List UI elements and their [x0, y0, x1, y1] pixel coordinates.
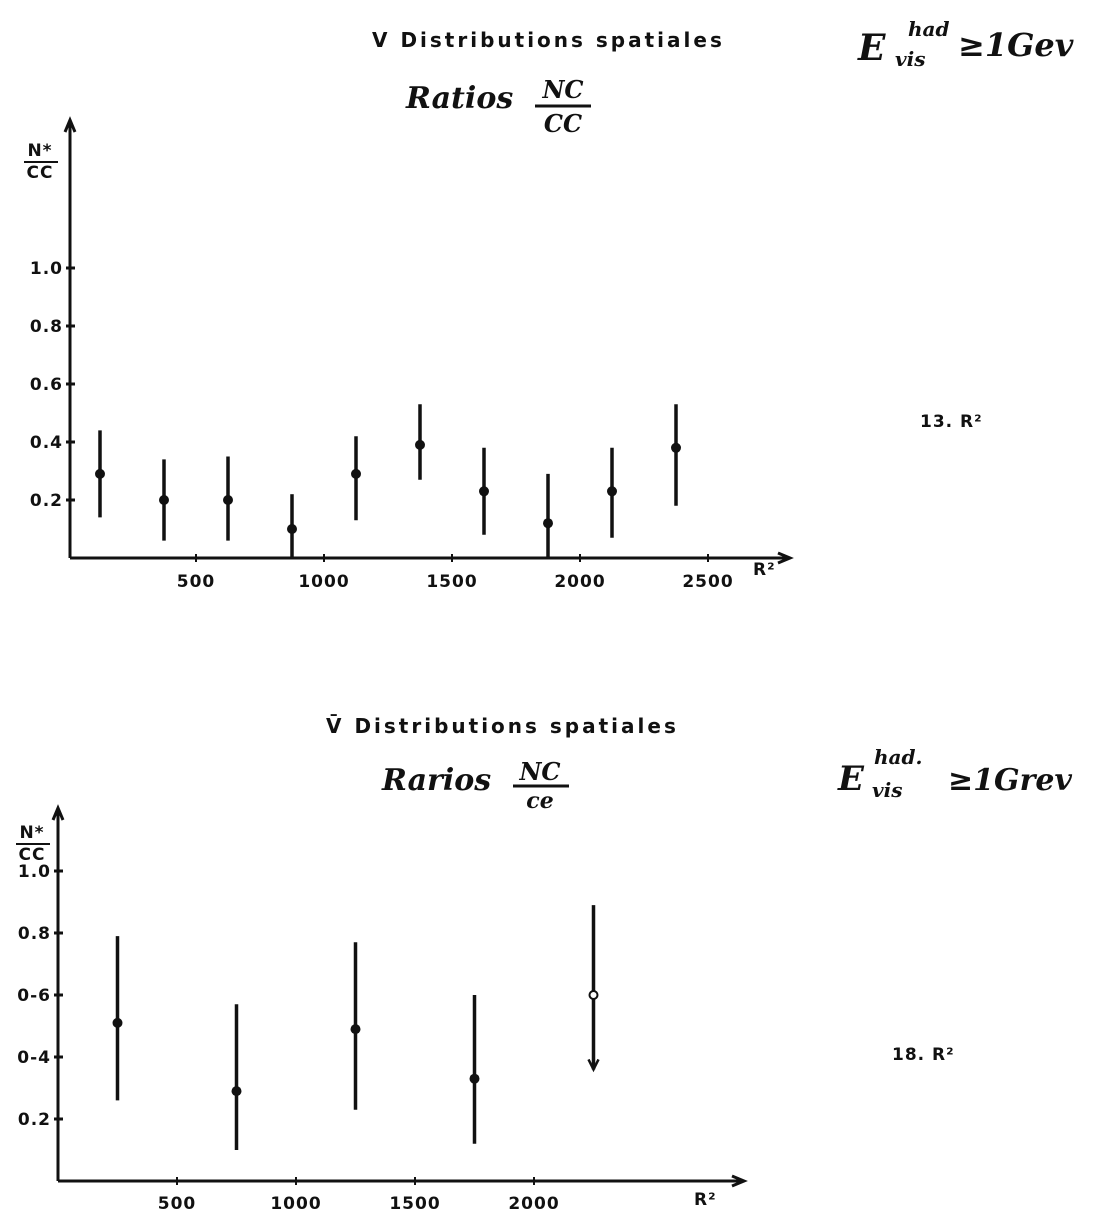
c1-point [671, 404, 681, 506]
c1-marker [287, 524, 297, 534]
c2-point [112, 936, 123, 1101]
chart-2-x-ticks: 500 1000 1500 2000 [158, 1177, 559, 1214]
c2-y-tick-label: 1.0 [18, 862, 51, 882]
c1-point [223, 456, 233, 541]
c1-x-tick-label: 2000 [554, 572, 605, 592]
chart-2-ratio-numerator: NC [518, 757, 560, 786]
chart-1-title: V Distributions spatiales [372, 28, 725, 52]
c2-point [469, 995, 480, 1144]
c1-x-tick-label: 2500 [682, 572, 733, 592]
chart-2-cut-value: ≥1Grev [948, 763, 1073, 798]
c1-point [543, 473, 553, 558]
c1-point [351, 436, 361, 521]
chart-1-x-ticks: 500 1000 1500 2000 2500 [177, 554, 733, 592]
chart-1-ratio-numerator: NC [541, 75, 583, 104]
chart-2-ratio-label: Rarios [381, 763, 491, 798]
c1-x-arrow [777, 551, 794, 565]
chart-2-cut-superscript: had. [874, 745, 922, 769]
chart-1-ylabel-numerator: N* [27, 141, 52, 161]
chart-2-title: V̄ Distributions spatiales [326, 714, 679, 738]
c2-point [350, 942, 361, 1110]
c1-marker [223, 495, 233, 505]
c2-marker [350, 1024, 361, 1035]
chart-2-ylabel-denominator: CC [19, 845, 46, 865]
chart-2-ylabel-numerator: N* [19, 823, 44, 843]
chart-1-xlabel: R² [753, 560, 776, 580]
c2-marker [469, 1073, 480, 1084]
c1-y-tick-label: 1.0 [30, 259, 63, 279]
c1-point [607, 447, 617, 538]
c1-marker [95, 468, 105, 479]
c2-point [587, 905, 600, 1073]
c1-marker [415, 439, 425, 450]
chart-2-xlabel: R² [694, 1190, 717, 1210]
c2-limit-arrow [587, 1058, 600, 1073]
chart-2-axes [51, 804, 748, 1188]
c1-marker [607, 486, 617, 497]
c1-y-arrow [63, 116, 77, 133]
c1-y-tick-label: 0.6 [30, 375, 63, 395]
chart-2-energy-cut: E had. vis ≥1Grev [837, 745, 1073, 802]
c1-point [159, 459, 169, 541]
chart-1-axes [63, 116, 794, 565]
chart-1-y-ticks: 0.2 0.4 0.6 0.8 1.0 [30, 259, 75, 511]
c1-y-tick-label: 0.2 [30, 491, 63, 511]
c1-point [479, 447, 489, 535]
chart-2-cut-subscript: vis [872, 778, 902, 802]
c1-x-tick-label: 1500 [426, 572, 477, 592]
chart-2-points [112, 905, 600, 1150]
c1-y-tick-label: 0.8 [30, 317, 63, 337]
c2-y-tick-label: 0-4 [17, 1048, 51, 1068]
chart-1-energy-cut: E had vis ≥1Gev [857, 17, 1074, 71]
chart-1-side-label: 13. R² [920, 412, 983, 432]
chart-2: V̄ Distributions spatiales Rarios NC ce … [16, 714, 1073, 1214]
c1-point [95, 430, 105, 518]
chart-1-ratio-label: Ratios [405, 81, 513, 116]
chart-1-ylabel-denominator: CC [27, 163, 54, 183]
c1-marker [159, 495, 169, 505]
c2-x-tick-label: 500 [158, 1194, 197, 1214]
c2-point [231, 1004, 242, 1150]
c2-marker [112, 1017, 123, 1028]
c1-point [287, 494, 297, 558]
chart-2-side-label: 18. R² [892, 1045, 955, 1065]
chart-1: V Distributions spatiales Ratios NC CC E… [24, 17, 1074, 592]
c2-y-tick-label: 0-6 [17, 986, 51, 1006]
c1-marker [671, 442, 681, 453]
c2-y-tick-label: 0.8 [18, 924, 51, 944]
chart-1-cut-value: ≥1Gev [958, 26, 1074, 64]
c2-y-arrow [51, 804, 65, 821]
c1-marker [351, 468, 361, 479]
chart-2-y-ticks: 0.2 0-4 0-6 0.8 1.0 [17, 862, 63, 1130]
c2-marker [231, 1086, 242, 1097]
c1-marker [479, 486, 489, 497]
c1-point [415, 404, 425, 480]
c1-x-tick-label: 500 [177, 572, 216, 592]
c1-y-tick-label: 0.4 [30, 433, 63, 453]
chart-2-ratio-denominator: ce [526, 788, 553, 814]
chart-1-ratio-denominator: CC [544, 109, 582, 138]
c2-marker [588, 990, 599, 1000]
chart-1-cut-subscript: vis [895, 47, 925, 71]
c1-x-tick-label: 1000 [298, 572, 349, 592]
c2-x-tick-label: 1000 [270, 1194, 321, 1214]
c2-y-tick-label: 0.2 [18, 1110, 51, 1130]
c1-marker [543, 518, 553, 529]
chart-1-cut-symbol: E [857, 27, 886, 69]
chart-1-cut-superscript: had [908, 17, 950, 41]
chart-2-cut-symbol: E [837, 759, 865, 799]
c2-x-tick-label: 2000 [508, 1194, 559, 1214]
c2-x-tick-label: 1500 [389, 1194, 440, 1214]
chart-1-points [95, 404, 681, 558]
c2-x-arrow [731, 1174, 748, 1188]
